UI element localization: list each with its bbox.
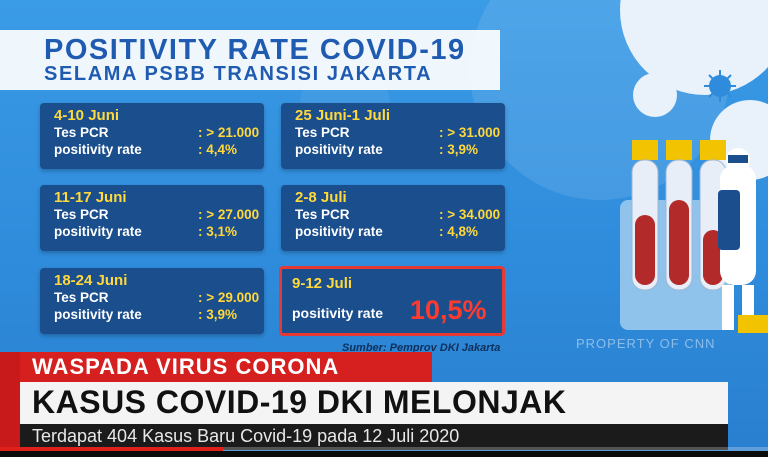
card-date: 2-8 Juli bbox=[295, 189, 347, 206]
highlight-rate-value: 10,5% bbox=[410, 295, 487, 325]
card-date: 18-24 Juni bbox=[54, 272, 128, 289]
video-progress-fill bbox=[0, 447, 223, 451]
tes-pcr-value: : > 31.000 bbox=[439, 125, 501, 140]
period-card: 2-8 Juli Tes PCR : > 34.000 positivity r… bbox=[281, 185, 505, 251]
positivity-rate-value: : 4,8% bbox=[439, 224, 479, 239]
tes-pcr-label: Tes PCR bbox=[54, 207, 109, 222]
positivity-rate-value: : 3,1% bbox=[198, 224, 238, 239]
positivity-rate-label: positivity rate bbox=[54, 307, 142, 322]
source-caption: Sumber: Pemprov DKI Jakarta bbox=[342, 342, 501, 354]
highlight-date: 9-12 Juli bbox=[292, 275, 353, 292]
ticker-label-bar: WASPADA VIRUS CORONA bbox=[20, 352, 432, 382]
highlight-rate-label: positivity rate bbox=[292, 305, 384, 321]
period-card: 25 Juni-1 Juli Tes PCR : > 31.000 positi… bbox=[281, 103, 505, 169]
card-date: 4-10 Juni bbox=[54, 107, 120, 124]
ticker-headline: KASUS COVID-19 DKI MELONJAK bbox=[32, 384, 567, 420]
ticker-label: WASPADA VIRUS CORONA bbox=[32, 354, 340, 379]
ticker-headline-bar: KASUS COVID-19 DKI MELONJAK bbox=[20, 382, 728, 424]
tes-pcr-label: Tes PCR bbox=[54, 125, 109, 140]
positivity-rate-label: positivity rate bbox=[54, 224, 142, 239]
infographic-subtitle: SELAMA PSBB TRANSISI JAKARTA bbox=[44, 63, 433, 85]
ticker-side-bar bbox=[0, 352, 20, 450]
positivity-rate-value: : 3,9% bbox=[198, 307, 238, 322]
tes-pcr-label: Tes PCR bbox=[295, 207, 350, 222]
tes-pcr-label: Tes PCR bbox=[54, 290, 109, 305]
ticker-subline-bar: Terdapat 404 Kasus Baru Covid-19 pada 12… bbox=[20, 424, 728, 450]
title-band bbox=[0, 30, 500, 90]
video-progress-bar[interactable] bbox=[0, 447, 768, 451]
ticker-subline: Terdapat 404 Kasus Baru Covid-19 pada 12… bbox=[32, 426, 460, 446]
positivity-rate-label: positivity rate bbox=[54, 142, 142, 157]
tes-pcr-value: : > 29.000 bbox=[198, 290, 260, 305]
infographic-title: POSITIVITY RATE COVID-19 bbox=[44, 34, 466, 66]
period-card: 18-24 Juni Tes PCR : > 29.000 positivity… bbox=[40, 268, 264, 334]
card-date: 25 Juni-1 Juli bbox=[295, 107, 391, 124]
highlight-card: 9-12 Juli positivity rate 10,5% bbox=[279, 266, 505, 336]
tes-pcr-value: : > 21.000 bbox=[198, 125, 260, 140]
positivity-rate-value: : 3,9% bbox=[439, 142, 479, 157]
positivity-rate-label: positivity rate bbox=[295, 142, 383, 157]
player-bottom-bar bbox=[0, 451, 768, 457]
tes-pcr-value: : > 34.000 bbox=[439, 207, 501, 222]
watermark: PROPERTY OF CNN bbox=[576, 336, 716, 351]
period-card: 11-17 Juni Tes PCR : > 27.000 positivity… bbox=[40, 185, 264, 251]
lab-illustration bbox=[560, 0, 768, 350]
positivity-rate-label: positivity rate bbox=[295, 224, 383, 239]
tes-pcr-label: Tes PCR bbox=[295, 125, 350, 140]
positivity-rate-value: : 4,4% bbox=[198, 142, 238, 157]
card-date: 11-17 Juni bbox=[54, 189, 127, 206]
tes-pcr-value: : > 27.000 bbox=[198, 207, 260, 222]
period-card: 4-10 Juni Tes PCR : > 21.000 positivity … bbox=[40, 103, 264, 169]
